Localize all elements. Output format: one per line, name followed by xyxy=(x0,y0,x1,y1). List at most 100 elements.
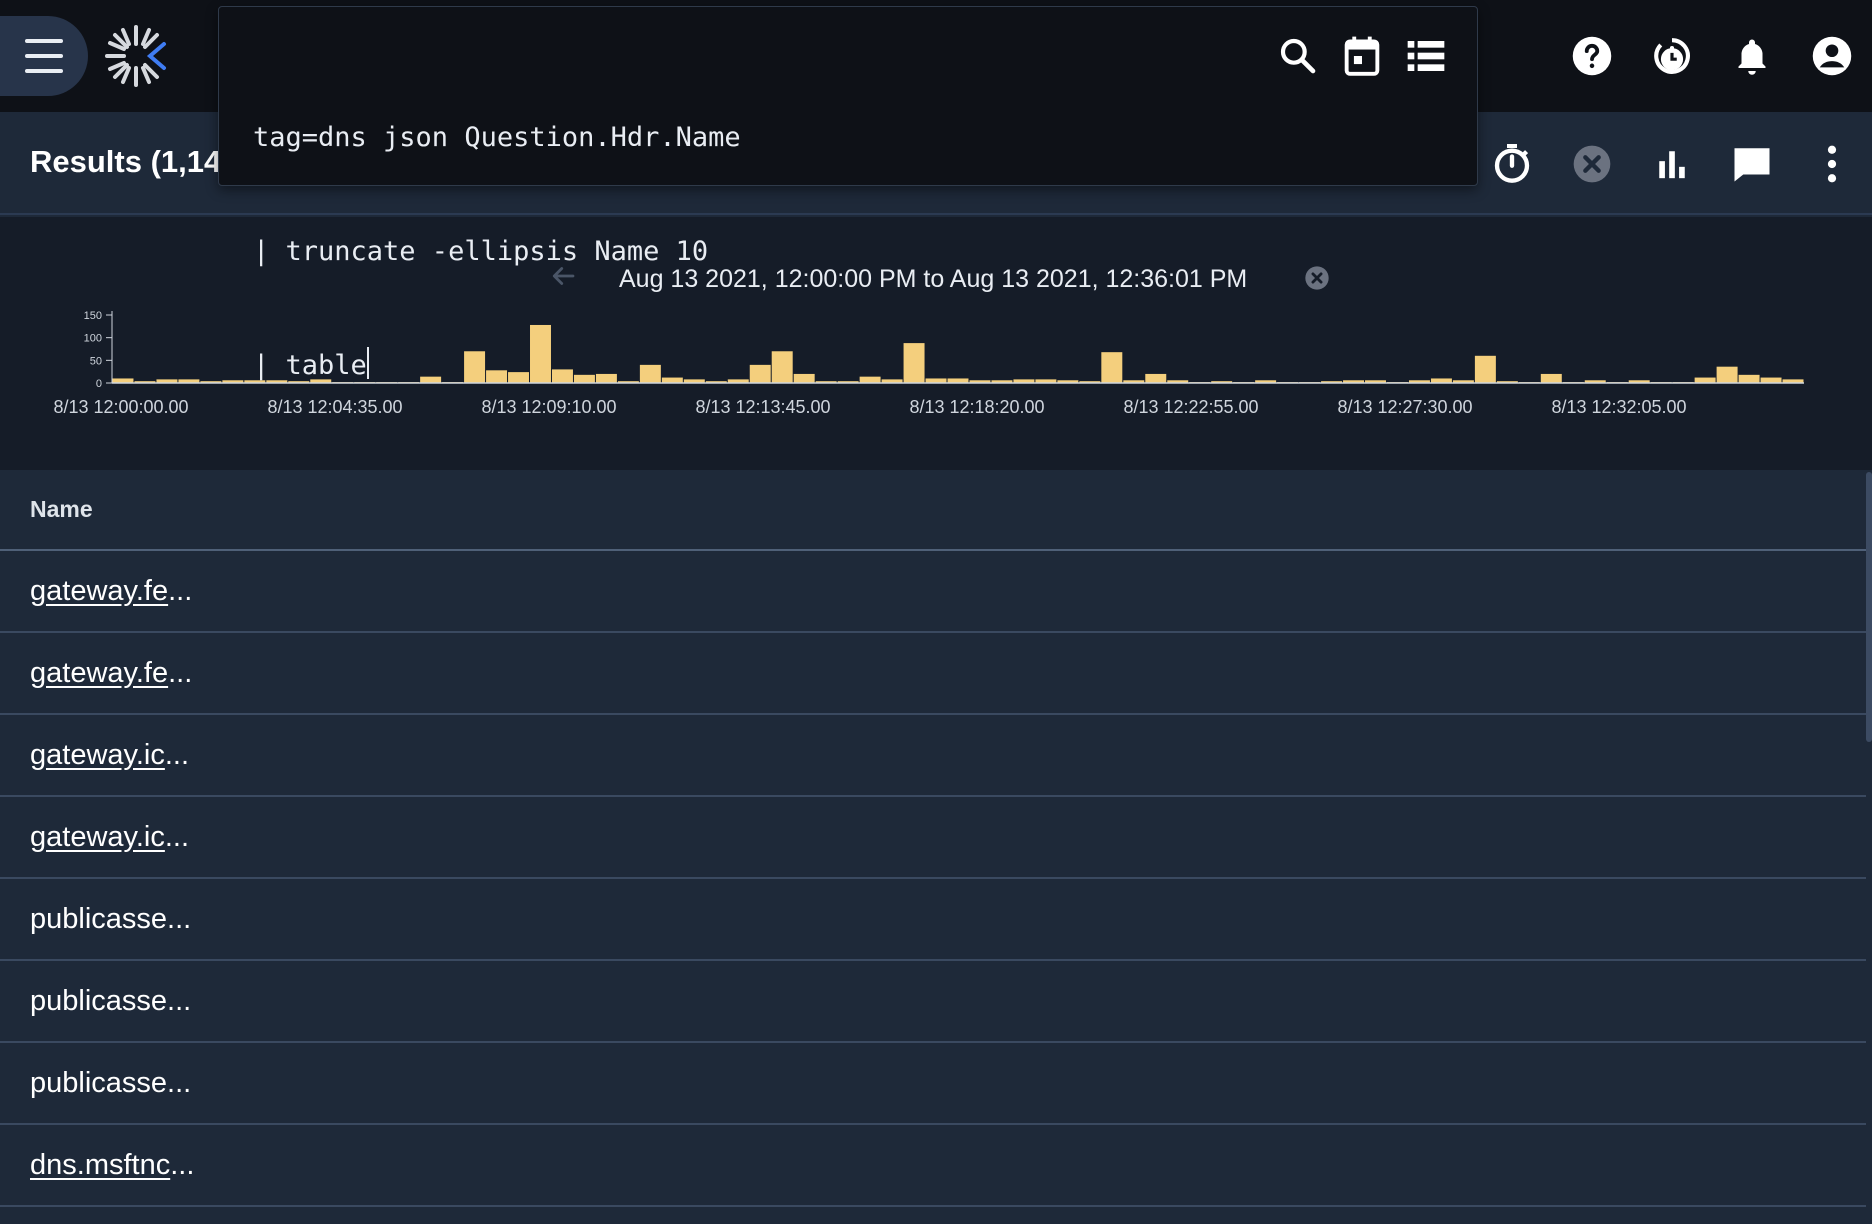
histogram-bar[interactable] xyxy=(1540,373,1562,383)
histogram-bar[interactable] xyxy=(551,369,573,383)
histogram-bar[interactable] xyxy=(310,379,332,383)
histogram-bar[interactable] xyxy=(727,379,749,383)
hamburger-menu-icon xyxy=(25,39,63,73)
histogram-bar[interactable] xyxy=(1057,380,1079,383)
histogram-bar[interactable] xyxy=(464,351,486,383)
table-row: gateway.ic... xyxy=(0,715,1866,797)
main-menu-button[interactable] xyxy=(0,16,88,96)
account-circle-icon[interactable] xyxy=(1792,24,1872,88)
histogram-bar[interactable] xyxy=(1035,379,1057,383)
name-cell-link[interactable]: gateway.ic... xyxy=(30,739,189,772)
histogram-bar[interactable] xyxy=(771,351,793,383)
histogram-bar[interactable] xyxy=(1496,381,1518,383)
histogram-bar[interactable] xyxy=(1694,377,1716,383)
name-cell-value: publicasse xyxy=(30,902,168,935)
name-cell-link[interactable]: gateway.fe... xyxy=(30,575,192,608)
histogram-bar[interactable] xyxy=(1167,380,1189,383)
histogram-bar[interactable] xyxy=(288,381,310,383)
histogram-bar[interactable] xyxy=(266,380,288,383)
histogram-bar[interactable] xyxy=(683,379,705,383)
table-scrollbar[interactable] xyxy=(1866,470,1872,1224)
histogram-bar[interactable] xyxy=(1738,374,1760,383)
histogram-bar[interactable] xyxy=(1255,380,1277,383)
histogram-bar[interactable] xyxy=(1584,380,1606,383)
arrow-back-icon[interactable] xyxy=(548,261,578,291)
table-row: publicasse... xyxy=(0,879,1866,961)
name-cell: publicasse... xyxy=(30,903,191,936)
histogram-bar[interactable] xyxy=(573,374,595,383)
histogram-bar[interactable] xyxy=(1408,380,1430,383)
histogram-bar[interactable] xyxy=(705,381,727,383)
histogram-bar[interactable] xyxy=(1211,381,1233,383)
histogram-bar[interactable] xyxy=(1474,355,1496,383)
scrollbar-thumb[interactable] xyxy=(1866,472,1872,742)
ellipsis: ... xyxy=(168,574,193,607)
histogram-bar[interactable] xyxy=(925,378,947,383)
histogram-bar[interactable] xyxy=(1628,380,1650,383)
histogram-bar[interactable] xyxy=(134,381,156,383)
histogram-bar[interactable] xyxy=(793,373,815,383)
histogram-bar[interactable] xyxy=(947,378,969,383)
calendar-icon[interactable] xyxy=(1339,33,1385,79)
histogram-bar[interactable] xyxy=(1321,381,1343,383)
name-cell-link[interactable]: dns.msftnc... xyxy=(30,1149,194,1182)
table-row: dns.msftnc... xyxy=(0,1125,1866,1207)
histogram-bar[interactable] xyxy=(837,381,859,383)
histogram-bar[interactable] xyxy=(244,380,266,383)
histogram-bar[interactable] xyxy=(991,380,1013,383)
histogram-bar[interactable] xyxy=(1145,373,1167,383)
histogram-bar[interactable] xyxy=(1101,352,1123,383)
histogram-bar[interactable] xyxy=(1716,366,1738,383)
search-icon[interactable] xyxy=(1275,33,1321,79)
histogram-bar[interactable] xyxy=(1782,379,1804,383)
histogram-bar[interactable] xyxy=(420,376,442,383)
comment-icon[interactable] xyxy=(1712,132,1792,196)
results-table: Name gateway.fe... gateway.fe... gateway.i… xyxy=(0,470,1866,1224)
histogram-bar[interactable] xyxy=(661,377,683,383)
histogram-bar[interactable] xyxy=(749,364,771,383)
notifications-bell-icon[interactable] xyxy=(1712,24,1792,88)
histogram-bar[interactable] xyxy=(1079,381,1101,383)
histogram-bar[interactable] xyxy=(200,381,222,383)
histogram-bar[interactable] xyxy=(1760,377,1782,383)
histogram-bar[interactable] xyxy=(486,370,508,383)
query-text[interactable]: tag=dns json Question.Hdr.Name | truncat… xyxy=(253,43,741,461)
histogram-bar[interactable] xyxy=(595,373,617,383)
histogram-bar[interactable] xyxy=(508,372,530,383)
table-row: publicasse... xyxy=(0,961,1866,1043)
clear-timeframe-icon[interactable] xyxy=(1303,264,1331,292)
column-header-name[interactable]: Name xyxy=(0,470,1866,551)
list-view-icon[interactable] xyxy=(1403,33,1449,79)
histogram-bar[interactable] xyxy=(178,379,200,383)
help-icon[interactable] xyxy=(1552,24,1632,88)
histogram-bar[interactable] xyxy=(1452,380,1474,383)
histogram-bar[interactable] xyxy=(1365,380,1386,383)
histogram-bar[interactable] xyxy=(112,378,134,383)
query-actions xyxy=(1275,33,1449,79)
histogram-bar[interactable] xyxy=(639,364,661,383)
histogram-bar[interactable] xyxy=(222,380,244,383)
histogram-bar[interactable] xyxy=(1013,379,1035,383)
timer-icon[interactable] xyxy=(1472,132,1552,196)
history-clock-icon[interactable] xyxy=(1632,24,1712,88)
histogram-bar[interactable] xyxy=(156,379,178,383)
query-editor[interactable]: tag=dns json Question.Hdr.Name | truncat… xyxy=(218,6,1478,381)
table-row: gateway.fe... xyxy=(0,551,1866,633)
name-cell-link[interactable]: gateway.fe... xyxy=(30,657,192,690)
histogram-bar[interactable] xyxy=(881,379,903,383)
histogram-bar[interactable] xyxy=(1123,380,1145,383)
histogram-bar[interactable] xyxy=(1430,378,1452,383)
event-histogram[interactable]: 150 100 50 0 8/13 12:00:00.00 8/13 12:04:35.0… xyxy=(30,301,1820,441)
histogram-bar[interactable] xyxy=(969,380,991,383)
more-vert-icon[interactable] xyxy=(1792,132,1872,196)
name-cell-link[interactable]: gateway.ic... xyxy=(30,821,189,854)
histogram-bar[interactable] xyxy=(903,343,925,383)
histogram-bar[interactable] xyxy=(859,376,881,383)
histogram-bar[interactable] xyxy=(530,324,551,383)
cancel-circle-icon[interactable] xyxy=(1552,132,1632,196)
histogram-bar[interactable] xyxy=(1343,380,1365,383)
histogram-bar[interactable] xyxy=(617,381,639,383)
query-line: tag=dns json Question.Hdr.Name xyxy=(253,122,741,153)
histogram-bar[interactable] xyxy=(815,381,837,383)
bar-chart-icon[interactable] xyxy=(1632,132,1712,196)
